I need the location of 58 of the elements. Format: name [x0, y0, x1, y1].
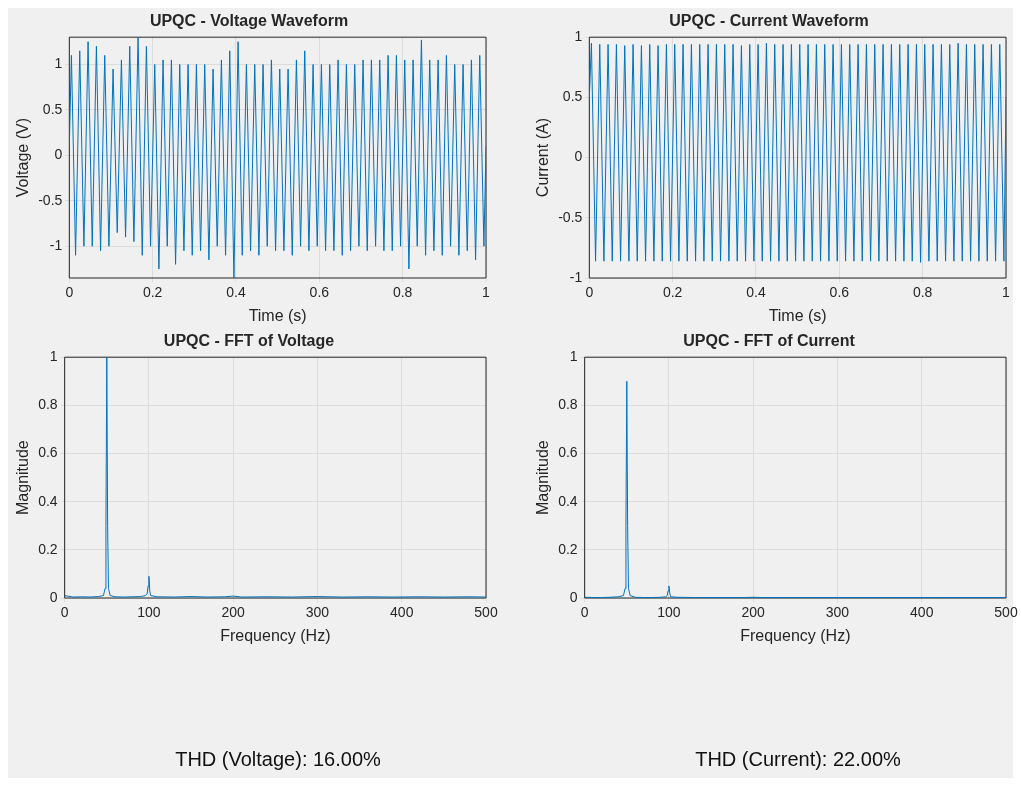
- y-tick-label: 0: [569, 588, 578, 605]
- y-tick-label: 0.2: [558, 540, 578, 557]
- x-axis-title: Frequency (Hz): [220, 626, 331, 644]
- x-tick-label: 500: [994, 604, 1018, 621]
- y-tick-label: 1: [574, 28, 583, 45]
- x-tick-label: 0.2: [142, 284, 163, 301]
- x-tick-label: 400: [390, 604, 414, 621]
- text: THD (Current): 22.00%: [694, 748, 902, 771]
- y-axis-title: Magnitude: [14, 440, 32, 515]
- chart-title: UPQC - FFT of Voltage: [163, 332, 335, 350]
- y-tick-label: 0: [54, 146, 63, 163]
- y-tick-label: 0.8: [38, 396, 58, 413]
- x-tick-label: 0.8: [912, 284, 933, 301]
- x-tick-label: 300: [825, 604, 850, 621]
- y-axis-title: Magnitude: [534, 440, 552, 515]
- x-tick-label: 0: [65, 284, 74, 301]
- x-axis-title: Time (s): [248, 306, 307, 324]
- x-tick-label: 0.8: [392, 284, 413, 301]
- x-tick-label: 0.4: [746, 284, 766, 301]
- x-tick-label: 100: [657, 604, 681, 621]
- y-tick-label: 0.8: [558, 396, 578, 413]
- x-tick-label: 500: [474, 604, 498, 621]
- y-tick-label: 0.6: [558, 444, 578, 461]
- y-tick-label: 0.5: [562, 88, 583, 105]
- y-tick-label: 1: [49, 348, 58, 365]
- y-tick-label: 0: [574, 148, 583, 165]
- y-tick-label: -0.5: [38, 191, 63, 208]
- y-tick-label: 0.6: [38, 444, 58, 461]
- x-tick-label: 200: [221, 604, 246, 621]
- x-tick-label: 0.6: [829, 284, 850, 301]
- x-tick-label: 200: [741, 604, 766, 621]
- x-tick-label: 400: [910, 604, 934, 621]
- x-axis-title: Time (s): [768, 306, 827, 324]
- x-tick-label: 0: [585, 284, 594, 301]
- x-tick-label: 1: [482, 284, 491, 301]
- y-tick-label: -1: [569, 268, 583, 285]
- chart-title: UPQC - Voltage Waveform: [149, 12, 349, 30]
- y-axis-title: Current (A): [534, 118, 552, 198]
- y-axis-title: Voltage (V): [14, 118, 32, 198]
- x-tick-label: 300: [305, 604, 330, 621]
- y-tick-label: 1: [569, 348, 578, 365]
- y-tick-label: 1: [54, 55, 63, 72]
- y-tick-label: 0.2: [38, 540, 58, 557]
- y-tick-label: 0.4: [38, 492, 58, 509]
- chart-title: UPQC - FFT of Current: [683, 332, 856, 350]
- y-tick-label: 0.4: [558, 492, 578, 509]
- x-tick-label: 1: [1002, 284, 1011, 301]
- x-axis-title: Frequency (Hz): [740, 626, 851, 644]
- y-tick-label: -0.5: [558, 208, 583, 225]
- y-tick-label: 0.5: [42, 100, 63, 117]
- x-tick-label: 0.6: [309, 284, 330, 301]
- chart-title: UPQC - Current Waveform: [669, 12, 869, 30]
- y-tick-label: -1: [49, 237, 63, 254]
- x-tick-label: 0.2: [662, 284, 683, 301]
- text: THD (Voltage): 16.00%: [174, 748, 382, 771]
- y-tick-label: 0: [49, 588, 58, 605]
- x-tick-label: 100: [137, 604, 161, 621]
- x-tick-label: 0.4: [226, 284, 246, 301]
